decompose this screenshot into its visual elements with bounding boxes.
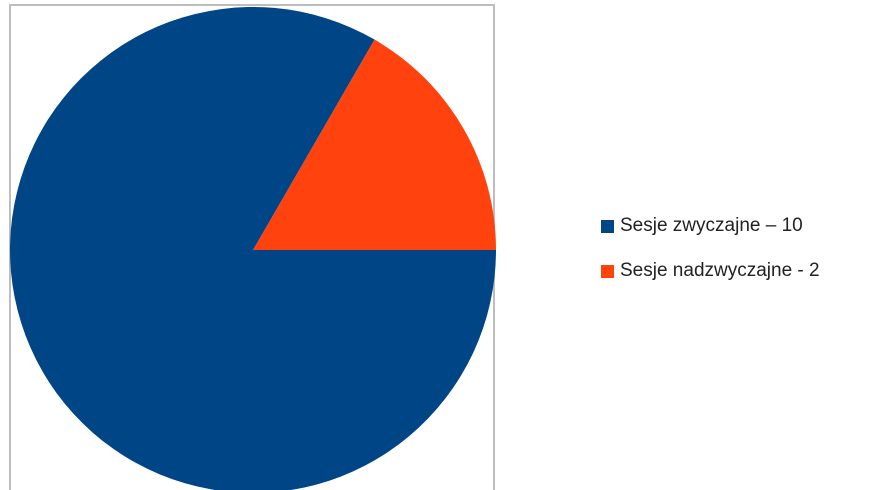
pie-slice-regular-sessions	[10, 7, 496, 490]
legend-swatch-extraordinary-sessions	[601, 264, 614, 278]
legend: Sesje zwyczajne – 10 Sesje nadzwyczajne …	[601, 212, 820, 302]
legend-swatch-regular-sessions	[601, 219, 614, 233]
legend-item-regular-sessions: Sesje zwyczajne – 10	[601, 212, 820, 240]
legend-label-regular-sessions: Sesje zwyczajne – 10	[620, 215, 803, 236]
pie-slice-extraordinary-sessions	[253, 39, 496, 250]
legend-item-extraordinary-sessions: Sesje nadzwyczajne - 2	[601, 257, 820, 285]
legend-label-extraordinary-sessions: Sesje nadzwyczajne - 2	[620, 260, 820, 281]
